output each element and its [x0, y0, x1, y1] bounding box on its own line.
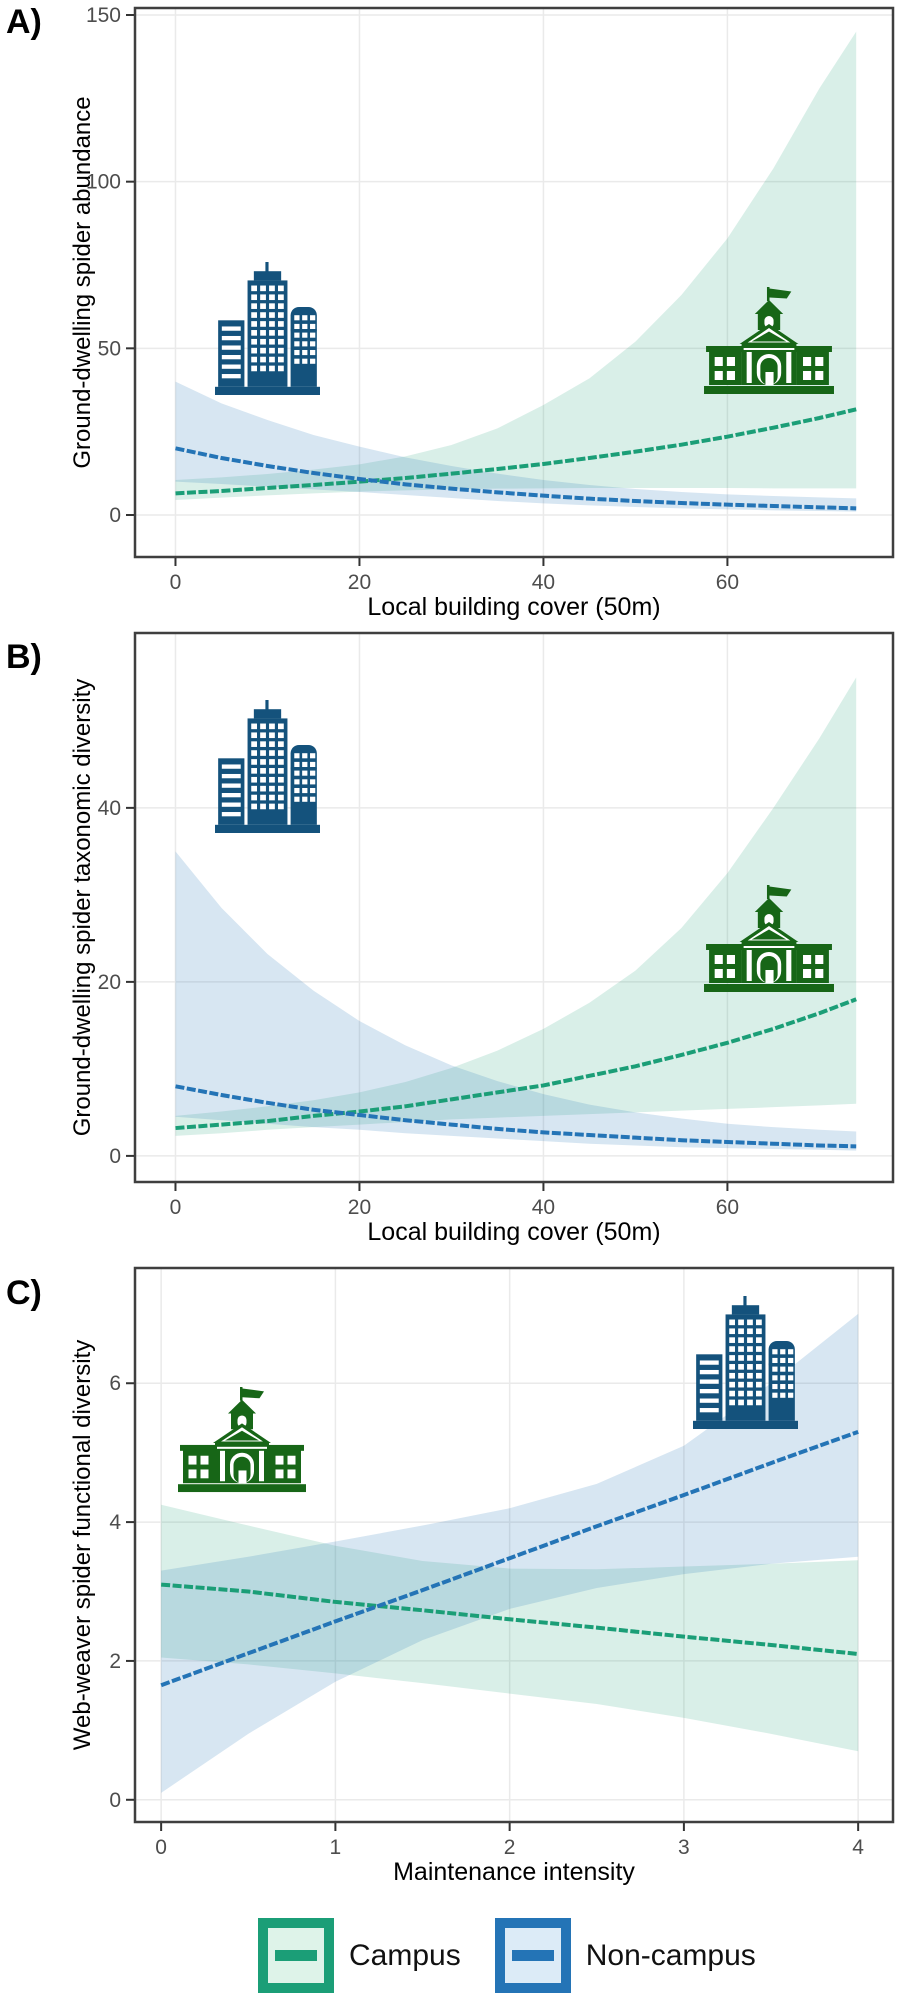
- y-tick-label: 40: [98, 797, 121, 820]
- legend: Campus Non-campus: [258, 1918, 756, 1993]
- y-tick-label: 6: [109, 1372, 121, 1395]
- x-tick-label: 60: [716, 1196, 739, 1219]
- campus-trend-line: [175, 997, 857, 1131]
- non-campus-confidence-ribbon: [161, 1313, 859, 1793]
- axis-ticks: [126, 14, 729, 566]
- panel-A: 0 20 40 60 0 50 100 150 Local building cover (50…: [6, 3, 895, 621]
- campus-trend-line: [175, 407, 857, 496]
- x-tick-label: 2: [504, 1836, 516, 1859]
- x-tick-label: 1: [330, 1836, 342, 1859]
- x-tick-label: 60: [716, 571, 739, 594]
- campus-confidence-ribbon: [175, 31, 857, 501]
- non-campus-line-swatch: [511, 1950, 554, 1961]
- x-tick-label: 0: [170, 571, 182, 594]
- non-campus-legend-key-icon: [494, 1918, 571, 1993]
- plot-background: [135, 1268, 893, 1822]
- x-tick-label: 0: [155, 1836, 167, 1859]
- panel-letter: B): [6, 638, 42, 676]
- panel-letter: C): [6, 1274, 42, 1312]
- panel-border: [133, 1266, 895, 1824]
- y-tick-label: 150: [86, 4, 121, 27]
- city-buildings-icon: [693, 1296, 798, 1429]
- y-tick-label: 0: [109, 504, 121, 527]
- axis-ticks: [126, 806, 729, 1191]
- campus-line-swatch: [275, 1950, 317, 1961]
- y-tick-label: 20: [98, 971, 121, 994]
- y-tick-label: 0: [109, 1789, 121, 1812]
- campus-confidence-ribbon: [161, 1504, 859, 1752]
- panel-border: [133, 631, 895, 1184]
- x-axis-title: Maintenance intensity: [393, 1858, 635, 1886]
- legend-item-non-campus: Non-campus: [494, 1918, 756, 1993]
- city-buildings-icon: [215, 262, 320, 395]
- campus-confidence-ribbon: [175, 677, 857, 1136]
- y-axis-title: Ground-dwelling spider abundance: [69, 96, 96, 468]
- panel-letter: A): [6, 3, 42, 41]
- axis-tick-labels: 0 20 40 60 0 20 40: [98, 797, 739, 1219]
- y-axis-title: Web-weaver spider functional diversity: [69, 1340, 96, 1750]
- campus-legend-key-icon: [258, 1918, 334, 1993]
- panel-C: 0 1 2 3 4 0 2 4 6 Maintenance intensity Web-weaver…: [6, 1266, 895, 1886]
- y-tick-label: 0: [109, 1145, 121, 1168]
- panel-border: [133, 6, 895, 559]
- non-campus-trend-line: [160, 1429, 859, 1688]
- non-campus-trend-line: [175, 1084, 857, 1149]
- y-tick-label: 4: [109, 1511, 121, 1534]
- y-tick-label: 50: [98, 337, 121, 360]
- non-campus-trend-line: [175, 446, 857, 511]
- campus-building-icon: [704, 287, 834, 394]
- axis-ticks: [126, 1382, 860, 1831]
- campus-building-icon: [178, 1387, 306, 1493]
- x-tick-label: 0: [170, 1196, 182, 1219]
- y-axis-title: Ground-dwelling spider taxonomic diversi…: [69, 679, 96, 1137]
- x-tick-label: 40: [532, 1196, 555, 1219]
- x-tick-label: 4: [852, 1836, 864, 1859]
- x-tick-label: 20: [348, 1196, 371, 1219]
- legend-item-campus: Campus: [258, 1918, 461, 1993]
- y-tick-label: 2: [109, 1650, 121, 1673]
- non-campus-confidence-ribbon: [175, 851, 857, 1151]
- x-axis-title: Local building cover (50m): [367, 1218, 660, 1246]
- legend-label-campus: Campus: [349, 1938, 461, 1972]
- y-tick-label: 100: [86, 171, 121, 194]
- axis-tick-labels: 0 1 2 3 4 0 2 4 6: [109, 1372, 864, 1859]
- x-tick-label: 3: [678, 1836, 690, 1859]
- x-axis-title: Local building cover (50m): [367, 593, 660, 621]
- x-tick-label: 40: [532, 571, 555, 594]
- x-tick-label: 20: [348, 571, 371, 594]
- legend-label-non-campus: Non-campus: [585, 1938, 756, 1972]
- gridlines: [135, 1268, 893, 1822]
- city-buildings-icon: [215, 700, 320, 833]
- campus-trend-line: [160, 1582, 859, 1656]
- campus-building-icon: [704, 885, 834, 992]
- axis-tick-labels: 0 20 40 60 0 50 100 150: [86, 4, 739, 594]
